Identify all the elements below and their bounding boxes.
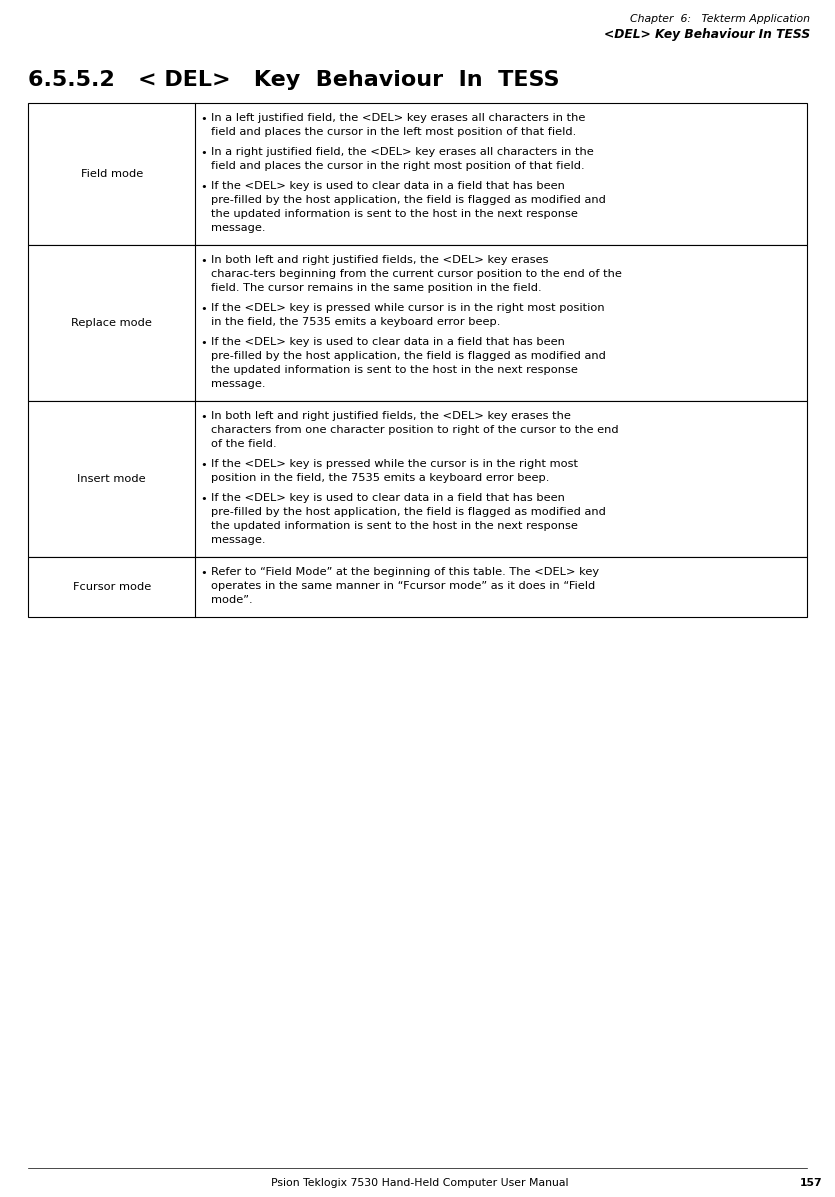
Text: •: • (200, 256, 207, 266)
Text: If the <DEL> key is used to clear data in a field that has been: If the <DEL> key is used to clear data i… (211, 181, 565, 192)
Text: mode”.: mode”. (211, 595, 253, 606)
Text: pre-filled by the host application, the field is flagged as modified and: pre-filled by the host application, the … (211, 351, 606, 361)
Text: field and places the cursor in the right most position of that field.: field and places the cursor in the right… (211, 162, 585, 171)
Text: pre-filled by the host application, the field is flagged as modified and: pre-filled by the host application, the … (211, 508, 606, 517)
Text: In a left justified field, the <DEL> key erases all characters in the: In a left justified field, the <DEL> key… (211, 114, 586, 123)
Text: message.: message. (211, 223, 266, 233)
Text: In both left and right justified fields, the <DEL> key erases the: In both left and right justified fields,… (211, 411, 571, 421)
Text: 6.5.5.2   < DEL>   Key  Behaviour  In  TESS: 6.5.5.2 < DEL> Key Behaviour In TESS (28, 69, 559, 90)
Text: If the <DEL> key is used to clear data in a field that has been: If the <DEL> key is used to clear data i… (211, 338, 565, 347)
Text: in the field, the 7535 emits a keyboard error beep.: in the field, the 7535 emits a keyboard … (211, 317, 501, 327)
Text: field. The cursor remains in the same position in the field.: field. The cursor remains in the same po… (211, 284, 542, 293)
Text: Insert mode: Insert mode (78, 474, 146, 484)
Text: pre-filled by the host application, the field is flagged as modified and: pre-filled by the host application, the … (211, 195, 606, 205)
Bar (28, 245, 807, 401)
Text: In a right justified field, the <DEL> key erases all characters in the: In a right justified field, the <DEL> ke… (211, 147, 595, 157)
Text: characters from one character position to right of the cursor to the end: characters from one character position t… (211, 425, 619, 436)
Text: Psion Teklogix 7530 Hand-Held Computer User Manual: Psion Teklogix 7530 Hand-Held Computer U… (271, 1178, 569, 1187)
Text: If the <DEL> key is pressed while cursor is in the right most position: If the <DEL> key is pressed while cursor… (211, 303, 605, 314)
Text: •: • (200, 304, 207, 314)
Text: charac-ters beginning from the current cursor position to the end of the: charac-ters beginning from the current c… (211, 269, 622, 279)
Text: •: • (200, 569, 207, 578)
Bar (28, 103, 807, 245)
Text: Chapter  6:   Tekterm Application: Chapter 6: Tekterm Application (630, 14, 810, 24)
Text: <DEL> Key Behaviour In TESS: <DEL> Key Behaviour In TESS (604, 28, 810, 41)
Text: field and places the cursor in the left most position of that field.: field and places the cursor in the left … (211, 127, 577, 138)
Text: •: • (200, 182, 207, 192)
Text: 157: 157 (800, 1178, 822, 1187)
Text: the updated information is sent to the host in the next response: the updated information is sent to the h… (211, 521, 579, 531)
Text: If the <DEL> key is pressed while the cursor is in the right most: If the <DEL> key is pressed while the cu… (211, 460, 579, 469)
Text: message.: message. (211, 379, 266, 389)
Bar (28, 401, 807, 557)
Text: operates in the same manner in “Fcursor mode” as it does in “Field: operates in the same manner in “Fcursor … (211, 581, 595, 591)
Text: the updated information is sent to the host in the next response: the updated information is sent to the h… (211, 209, 579, 219)
Bar (28, 557, 807, 616)
Text: Replace mode: Replace mode (71, 318, 152, 328)
Text: •: • (200, 412, 207, 423)
Text: Fcursor mode: Fcursor mode (73, 582, 151, 593)
Text: If the <DEL> key is used to clear data in a field that has been: If the <DEL> key is used to clear data i… (211, 493, 565, 503)
Text: •: • (200, 460, 207, 470)
Text: Refer to “Field Mode” at the beginning of this table. The <DEL> key: Refer to “Field Mode” at the beginning o… (211, 567, 600, 577)
Text: of the field.: of the field. (211, 439, 277, 449)
Text: •: • (200, 114, 207, 124)
Text: •: • (200, 338, 207, 348)
Text: Field mode: Field mode (81, 169, 143, 180)
Text: message.: message. (211, 535, 266, 545)
Text: position in the field, the 7535 emits a keyboard error beep.: position in the field, the 7535 emits a … (211, 473, 550, 484)
Text: •: • (200, 494, 207, 504)
Text: •: • (200, 148, 207, 158)
Text: the updated information is sent to the host in the next response: the updated information is sent to the h… (211, 365, 579, 375)
Text: In both left and right justified fields, the <DEL> key erases: In both left and right justified fields,… (211, 255, 549, 265)
